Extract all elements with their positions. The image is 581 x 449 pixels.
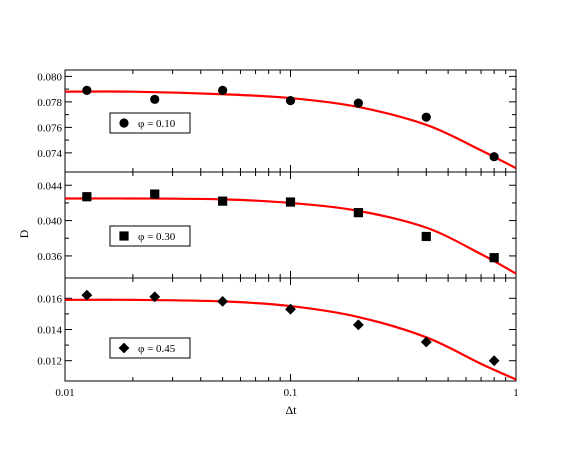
x-axis-label: Δt	[285, 403, 297, 417]
legend-box	[109, 225, 191, 247]
data-point-2	[149, 291, 161, 303]
y-tick-label: 0.012	[37, 356, 62, 368]
data-point-1	[81, 289, 93, 301]
x-tick-label: 1	[513, 387, 519, 399]
data-point-1	[82, 192, 92, 202]
y-tick-label: 0.036	[37, 251, 62, 263]
x-tick-label: 0.1	[284, 387, 298, 399]
y-axis-label: D	[17, 229, 31, 238]
legend-marker	[119, 118, 129, 128]
panel-frame	[64, 277, 517, 382]
legend-marker	[118, 342, 130, 354]
data-point-5	[353, 98, 363, 108]
legend: φ = 0.10	[109, 112, 191, 134]
legend: φ = 0.45	[109, 337, 191, 359]
data-point-7	[488, 355, 500, 367]
data-point-7	[489, 253, 499, 263]
data-point-5	[352, 319, 364, 331]
y-tick-label: 0.016	[37, 293, 62, 305]
data-point-1	[82, 85, 92, 95]
data-point-3	[218, 196, 228, 206]
data-point-3	[218, 85, 228, 95]
legend-box	[109, 112, 191, 134]
data-point-2	[150, 94, 160, 104]
y-tick-label: 0.080	[37, 71, 62, 83]
panel-2: 0.036 0.040 0.044 φ = 0.30	[37, 171, 517, 279]
x-axis: 0.01 0.1 1	[55, 387, 518, 399]
y-tick-label: 0.014	[37, 325, 62, 337]
data-point-3	[217, 296, 229, 307]
data-point-7	[489, 152, 499, 162]
data-point-2	[150, 189, 160, 199]
legend-label: φ = 0.10	[138, 118, 176, 130]
data-point-4	[285, 96, 296, 106]
legend-label: φ = 0.30	[138, 231, 176, 243]
y-tick-label: 0.044	[37, 180, 62, 192]
legend-box	[109, 337, 191, 359]
data-point-6	[421, 231, 431, 242]
legend-marker	[119, 231, 129, 241]
x-tick-label: 0.01	[55, 387, 74, 399]
panel-frame	[64, 171, 517, 279]
data-point-4	[285, 197, 296, 207]
fit-line	[65, 298, 516, 381]
data-point-4	[285, 303, 296, 315]
y-tick-label: 0.078	[37, 97, 62, 109]
legend-label: φ = 0.45	[138, 343, 176, 355]
data-point-6	[421, 112, 431, 122]
panel-1: 0.074 0.076 0.078 0.080 φ = 0.10	[37, 69, 517, 173]
legend: φ = 0.30	[109, 225, 191, 247]
y-tick-label: 0.076	[37, 122, 62, 134]
fit-line	[65, 90, 516, 170]
y-tick-label: 0.040	[37, 216, 62, 228]
panel-3: 0.012 0.014 0.016 φ = 0.45	[37, 277, 517, 382]
y-tick-label: 0.074	[37, 148, 62, 160]
fit-line	[65, 197, 516, 275]
data-point-5	[353, 208, 363, 218]
data-point-6	[420, 336, 432, 348]
